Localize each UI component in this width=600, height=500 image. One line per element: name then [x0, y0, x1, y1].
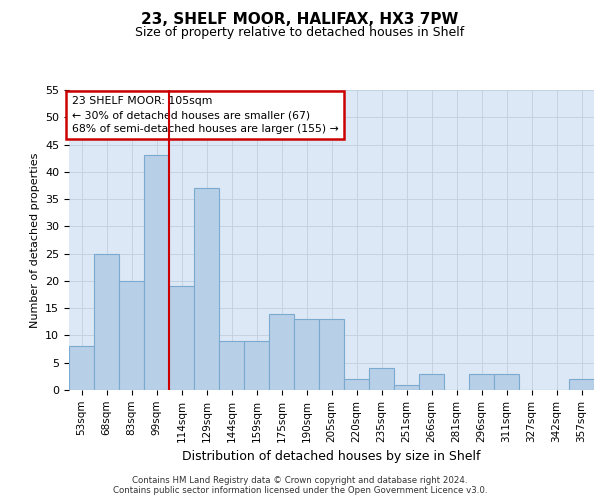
Bar	[269, 314, 294, 390]
Text: 23 SHELF MOOR: 105sqm
← 30% of detached houses are smaller (67)
68% of semi-deta: 23 SHELF MOOR: 105sqm ← 30% of detached …	[71, 96, 338, 134]
Y-axis label: Number of detached properties: Number of detached properties	[29, 152, 40, 328]
Bar	[294, 319, 319, 390]
Bar	[569, 379, 594, 390]
Text: 23, SHELF MOOR, HALIFAX, HX3 7PW: 23, SHELF MOOR, HALIFAX, HX3 7PW	[142, 12, 458, 28]
Bar	[419, 374, 444, 390]
Bar	[219, 341, 244, 390]
Bar	[94, 254, 119, 390]
Bar	[169, 286, 194, 390]
Bar	[469, 374, 494, 390]
Bar	[144, 156, 169, 390]
Bar	[194, 188, 219, 390]
Bar	[119, 281, 144, 390]
Bar	[319, 319, 344, 390]
Bar	[394, 384, 419, 390]
X-axis label: Distribution of detached houses by size in Shelf: Distribution of detached houses by size …	[182, 450, 481, 463]
Text: Size of property relative to detached houses in Shelf: Size of property relative to detached ho…	[136, 26, 464, 39]
Bar	[494, 374, 519, 390]
Bar	[69, 346, 94, 390]
Bar	[244, 341, 269, 390]
Bar	[369, 368, 394, 390]
Text: Contains HM Land Registry data © Crown copyright and database right 2024.
Contai: Contains HM Land Registry data © Crown c…	[113, 476, 487, 495]
Bar	[344, 379, 369, 390]
